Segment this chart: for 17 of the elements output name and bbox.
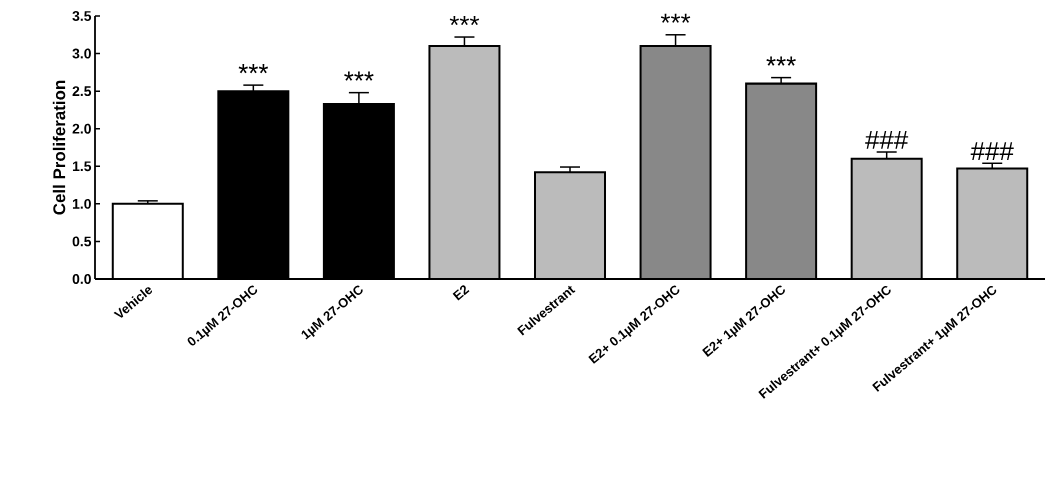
y-tick-label: 2.0 [72,123,91,134]
annotation: *** [660,13,691,23]
y-tick-label: 2.5 [72,86,92,97]
y-axis-title: Cell Proliferation [52,80,66,215]
y-tick-label: 1.0 [72,198,91,209]
y-tick-label: 3.5 [72,11,92,21]
y-tick-label: 3.0 [72,48,91,59]
x-tick-label: E2 [452,285,470,301]
annotation: ### [970,142,1014,161]
y-tick-label: 1.5 [72,161,92,172]
annotation: *** [449,16,480,26]
annotation: ### [865,131,909,149]
annotation: *** [238,64,269,74]
y-tick-label: 0.5 [72,236,92,247]
y-tick-label: 0.0 [72,274,91,284]
annotation: *** [344,71,374,81]
annotation: *** [766,56,796,66]
